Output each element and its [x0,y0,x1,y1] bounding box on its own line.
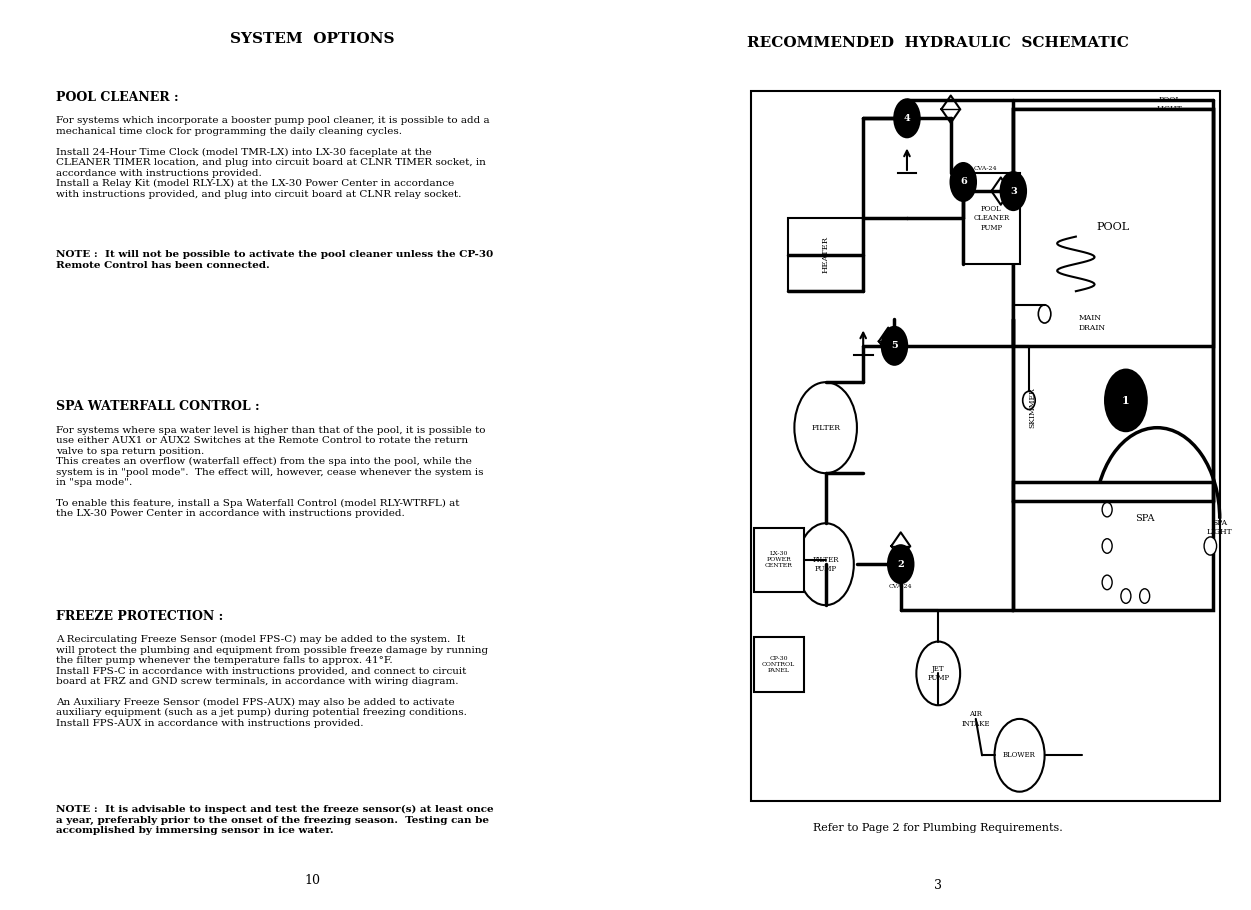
Circle shape [916,642,961,705]
Text: JET
PUMP: JET PUMP [927,665,950,682]
Text: CVA-24: CVA-24 [889,584,912,590]
Circle shape [1000,171,1027,211]
Text: CP-30
CONTROL
PANEL: CP-30 CONTROL PANEL [762,656,796,672]
Text: 6: 6 [960,177,967,187]
Text: FREEZE PROTECTION :: FREEZE PROTECTION : [56,610,224,622]
Text: BLOWER: BLOWER [1003,752,1036,759]
Circle shape [1203,537,1216,555]
Circle shape [893,98,921,138]
Text: POOL CLEANER :: POOL CLEANER : [56,91,179,104]
Text: For systems which incorporate a booster pump pool cleaner, it is possible to add: For systems which incorporate a booster … [56,116,490,198]
Text: 3: 3 [1010,187,1017,196]
Circle shape [1023,391,1036,410]
Text: SYSTEM  OPTIONS: SYSTEM OPTIONS [230,32,395,46]
Circle shape [995,719,1045,792]
Text: RECOMMENDED  HYDRAULIC  SCHEMATIC: RECOMMENDED HYDRAULIC SCHEMATIC [747,36,1130,50]
Circle shape [797,523,853,605]
Text: SKIMMER: SKIMMER [1028,387,1036,428]
Text: FILTER: FILTER [811,424,841,431]
Text: 2: 2 [897,560,904,569]
Text: NOTE :  It is advisable to inspect and test the freeze sensor(s) at least once
a: NOTE : It is advisable to inspect and te… [56,805,494,835]
Text: LX-30
POWER
CENTER: LX-30 POWER CENTER [764,551,793,568]
Circle shape [1121,589,1131,603]
Circle shape [1102,539,1112,553]
Text: For systems where spa water level is higher than that of the pool, it is possibl: For systems where spa water level is hig… [56,426,485,519]
Text: 10: 10 [305,875,320,887]
Text: 4: 4 [903,114,911,123]
Text: NOTE :  It will not be possible to activate the pool cleaner unless the CP-30
Re: NOTE : It will not be possible to activa… [56,250,494,269]
Text: A Recirculating Freeze Sensor (model FPS-C) may be added to the system.  It
will: A Recirculating Freeze Sensor (model FPS… [56,635,488,728]
Circle shape [887,544,914,584]
Text: POOL: POOL [1097,223,1130,232]
Circle shape [1105,369,1148,432]
Bar [1013,109,1213,501]
Text: POOL
CLEANER
PUMP: POOL CLEANER PUMP [973,205,1010,232]
Circle shape [794,382,857,473]
Circle shape [1102,575,1112,590]
Text: 3: 3 [934,879,942,892]
Circle shape [881,326,908,366]
Bar [751,91,1220,801]
Bar [1013,109,1213,346]
Text: FILTER
PUMP: FILTER PUMP [812,556,839,572]
Circle shape [1038,305,1051,323]
Circle shape [1140,589,1150,603]
Text: HEATER: HEATER [822,237,829,273]
Bar [1013,482,1213,610]
Text: MAIN
DRAIN: MAIN DRAIN [1078,315,1106,331]
Bar [788,218,863,291]
Text: Refer to Page 2 for Plumbing Requirements.: Refer to Page 2 for Plumbing Requirement… [813,823,1063,833]
Text: 5: 5 [891,341,898,350]
Bar [753,528,803,592]
Circle shape [950,162,977,202]
Text: 1: 1 [1122,395,1130,406]
Text: AIR
INTAKE: AIR INTAKE [962,711,990,727]
Text: POOL
LIGHT: POOL LIGHT [1157,96,1182,113]
Bar [753,637,803,692]
Text: SPA
LIGHT: SPA LIGHT [1207,520,1232,536]
Text: SPA: SPA [1135,514,1155,523]
Bar [963,173,1020,264]
Text: SPA WATERFALL CONTROL :: SPA WATERFALL CONTROL : [56,400,260,413]
Text: CVA-24: CVA-24 [973,166,997,171]
Circle shape [1102,502,1112,517]
